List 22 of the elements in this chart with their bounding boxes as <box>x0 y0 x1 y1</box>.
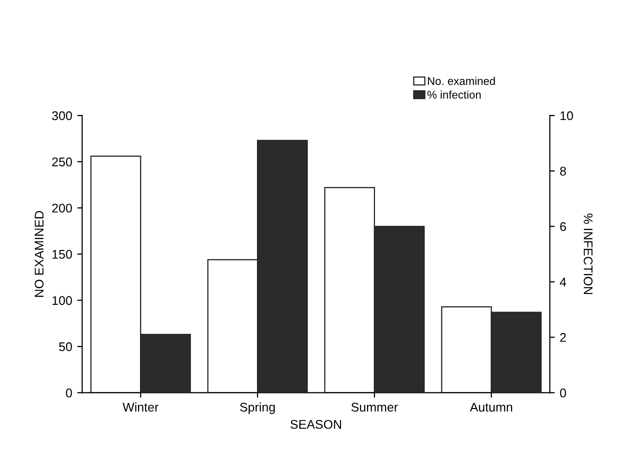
y-axis-title: NO EXAMINED <box>34 210 44 297</box>
x-tick-label: Autumn <box>470 402 512 412</box>
y2-tick-label: 4 <box>560 278 566 286</box>
y2-tick-label: 8 <box>560 166 566 176</box>
y2-axis-title: % INFECTION <box>584 214 593 294</box>
y-tick-label: 200 <box>52 204 72 213</box>
legend-label: No. examined <box>428 76 495 85</box>
y-tick-label: 250 <box>52 158 72 166</box>
y2-tick-label: 10 <box>560 111 573 120</box>
y2-tick-label: 6 <box>560 222 566 232</box>
y-tick-label: 150 <box>52 250 72 259</box>
y-tick-label: 50 <box>59 342 72 352</box>
x-tick-label: Spring <box>240 402 275 414</box>
y2-tick-label: 0 <box>560 388 566 398</box>
y-tick-label: 0 <box>66 388 72 398</box>
legend-label: % infection <box>427 90 481 99</box>
y-tick-label: 100 <box>52 296 72 305</box>
y2-tick-label: 2 <box>560 333 566 342</box>
x-tick-label: Summer <box>351 402 398 412</box>
x-tick-label: Winter <box>122 402 158 412</box>
y-tick-label: 300 <box>52 111 72 120</box>
x-axis-title: SEASON <box>290 420 342 429</box>
